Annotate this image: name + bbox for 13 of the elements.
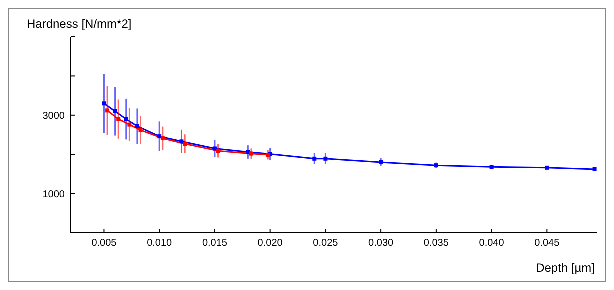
x-tick-label: 0.005 (92, 238, 118, 250)
y-tick-label: 1000 (42, 189, 66, 200)
x-tick-label: 0.025 (313, 238, 339, 250)
y-axis-title: Hardness [N/mm*2] (27, 17, 132, 31)
x-axis-title: Depth [µm] (536, 261, 595, 275)
x-tick-label: 0.040 (479, 238, 505, 250)
x-tick-label: 0.010 (147, 238, 173, 250)
y-tick-label: 3000 (42, 110, 66, 122)
x-tick-label: 0.045 (534, 238, 560, 250)
x-tick-label: 0.030 (368, 238, 394, 250)
x-tick-label: 0.015 (202, 238, 228, 250)
x-tick-label: 0.035 (424, 238, 450, 250)
x-tick-label: 0.020 (258, 238, 284, 250)
